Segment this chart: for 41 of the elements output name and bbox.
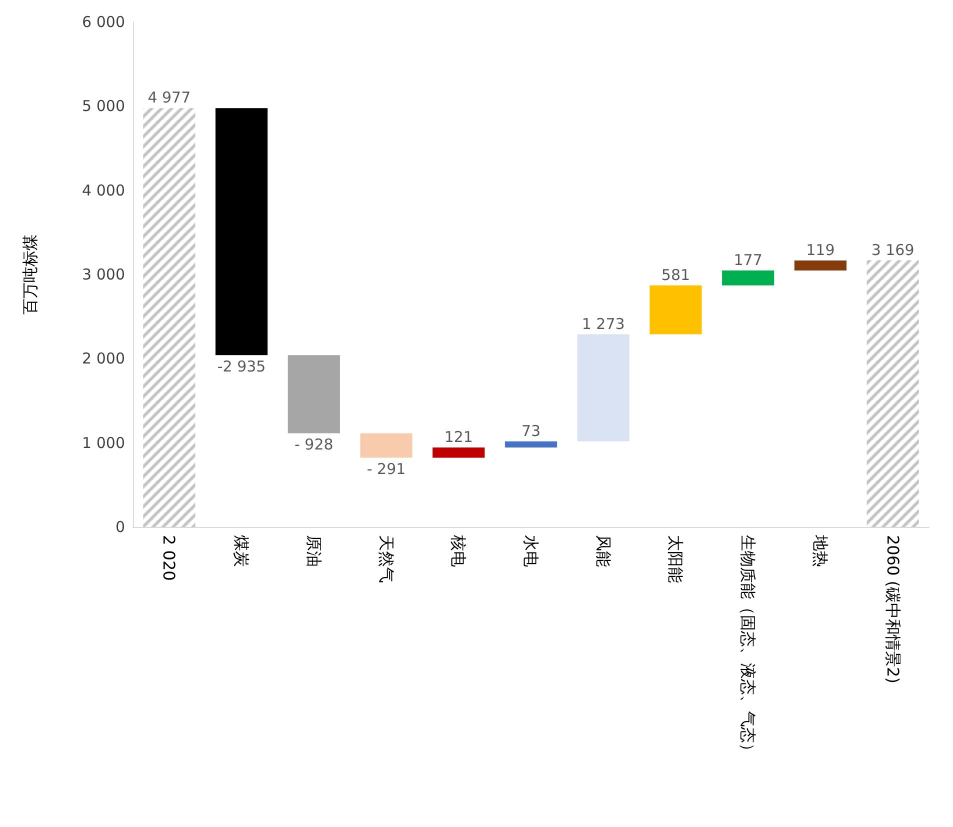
- data-label: 119: [806, 240, 835, 259]
- x-tick-label: 天然气: [376, 535, 396, 583]
- y-tick-label: 4 000: [82, 181, 125, 200]
- x-tick-label: 2 020: [160, 535, 179, 581]
- bar: [288, 355, 340, 434]
- bar: [866, 260, 919, 527]
- x-tick-label: 2060 (碳中和情景2): [883, 535, 902, 684]
- y-tick-label: 0: [115, 518, 125, 536]
- data-label: 581: [661, 266, 690, 284]
- bar: [577, 334, 630, 442]
- data-label: 4 977: [148, 88, 191, 107]
- bar: [794, 260, 847, 270]
- x-tick-label: 核电: [449, 534, 468, 567]
- y-tick-label: 3 000: [82, 266, 125, 284]
- y-tick-label: 5 000: [82, 97, 125, 116]
- bar: [650, 285, 702, 334]
- bar: [215, 108, 268, 356]
- x-tick-label: 风能: [594, 535, 613, 567]
- y-axis-title: 百万吨标煤: [20, 234, 40, 314]
- data-label: 121: [444, 428, 473, 446]
- data-label: 73: [521, 422, 541, 440]
- x-tick-label: 水电: [522, 535, 540, 567]
- x-tick-label: 地热: [810, 534, 830, 567]
- bar: [432, 448, 485, 458]
- data-label: 177: [734, 250, 762, 269]
- y-tick-label: 6 000: [82, 13, 125, 31]
- y-tick-label: 1 000: [82, 434, 125, 452]
- data-label: 3 169: [871, 240, 914, 259]
- x-tick-label: 原油: [304, 535, 324, 567]
- bar: [722, 270, 774, 286]
- y-tick-label: 2 000: [82, 350, 125, 368]
- bar: [143, 108, 196, 527]
- bar: [360, 433, 412, 458]
- x-tick-label: 生物质能（固态、液态、气态）: [738, 535, 758, 759]
- x-tick-label: 太阳能: [666, 535, 686, 583]
- data-label: 1 273: [582, 314, 625, 333]
- data-label: - 291: [366, 460, 406, 478]
- data-label: - 928: [294, 436, 334, 454]
- bar: [504, 441, 558, 448]
- data-label: -2 935: [217, 358, 266, 376]
- x-tick-label: 煤炭: [232, 535, 252, 567]
